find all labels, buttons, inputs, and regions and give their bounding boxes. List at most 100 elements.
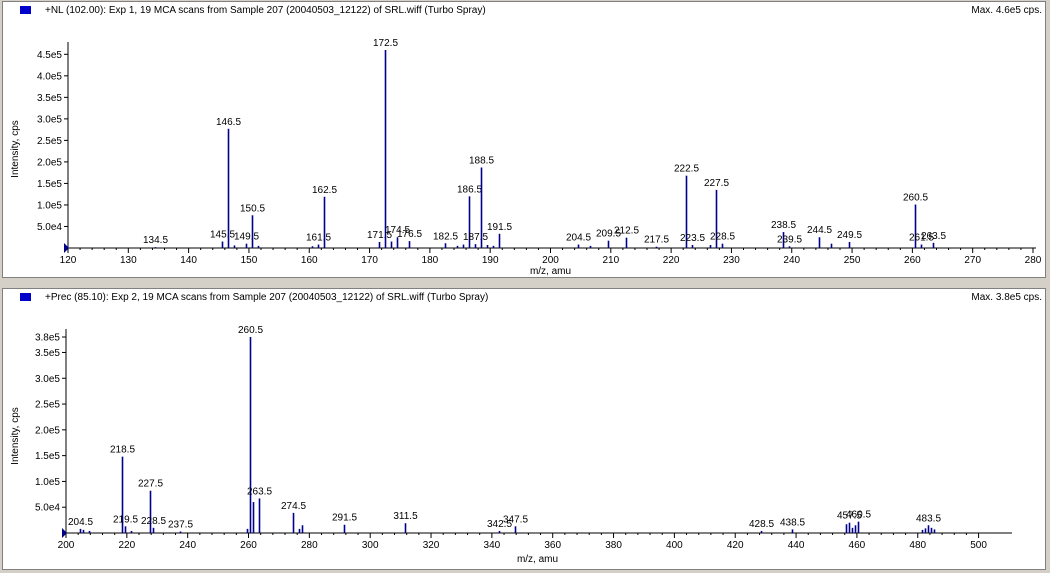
peak-label: 134.5 [143,235,168,246]
peak-label: 172.5 [373,38,398,49]
y-tick-label: 1.0e5 [35,477,60,488]
peak-label: 460.5 [846,510,871,521]
x-tick-label: 200 [542,255,559,266]
panel-header: +NL (102.00): Exp 1, 19 MCA scans from S… [3,2,1045,20]
peak-label: 263.5 [921,231,946,242]
peak-label: 149.5 [234,232,259,243]
x-tick-label: 300 [362,540,379,551]
peak-label: 150.5 [240,203,265,214]
spectrum-chart-2[interactable]: 5.0e4 1.0e5 1.5e5 2.0e5 2.5e5 3.0e5 3.5e5 3.8e5… [3,289,1046,570]
y-tick-label: 2.0e5 [37,157,62,168]
peak-label: 261.5 [909,233,934,244]
x-tick-label: 250 [844,255,861,266]
x-axis-label: m/z, amu [530,266,571,277]
baseline-marker-icon [62,528,67,538]
peak-label: 209.5 [596,229,621,240]
peak-label: 239.5 [777,234,802,245]
peak-label: 219.5 [113,514,138,525]
peak-label: 227.5 [138,479,163,490]
peak-label: 228.5 [141,516,166,527]
x-tick-label: 220 [663,255,680,266]
y-tick-label: 3.5e5 [37,93,62,104]
y-tick-label: 3.8e5 [35,333,60,344]
peak-label: 237.5 [168,519,193,530]
peak-label: 228.5 [710,232,735,243]
x-tick-label: 180 [422,255,439,266]
peak-label: 244.5 [807,225,832,236]
x-tick-label: 190 [482,255,499,266]
x-tick-label: 150 [241,255,258,266]
max-intensity-label: Max. 3.8e5 cps. [971,292,1042,303]
x-tick-label: 280 [301,540,318,551]
x-tick-label: 340 [484,540,501,551]
y-tick-label: 1.5e5 [35,451,60,462]
peak-label: 146.5 [216,117,241,128]
x-tick-label: 420 [727,540,744,551]
peak-label: 274.5 [281,501,306,512]
peak-label: 191.5 [487,222,512,233]
y-axis-label: Intensity, cps [10,407,21,465]
peak-label: 260.5 [903,193,928,204]
x-tick-label: 220 [118,540,135,551]
peak-label: 176.5 [397,229,422,240]
spectrum-chart-1[interactable]: 5.0e4 1.0e5 1.5e5 2.0e5 2.5e5 3.0e5 3.5e5 4.0e5… [3,2,1046,278]
peak-label: 438.5 [780,517,805,528]
panel-title: +Prec (85.10): Exp 2, 19 MCA scans from … [45,292,489,303]
peak-label: 222.5 [674,164,699,175]
x-tick-label: 160 [301,255,318,266]
x-tick-label: 500 [970,540,987,551]
y-axis-label: Intensity, cps [10,120,21,178]
x-tick-label: 480 [909,540,926,551]
x-tick-label: 240 [179,540,196,551]
x-tick-label: 380 [605,540,622,551]
panel-header: +Prec (85.10): Exp 2, 19 MCA scans from … [3,289,1045,307]
x-tick-label: 120 [60,255,77,266]
x-tick-label: 170 [361,255,378,266]
x-tick-label: 260 [240,540,257,551]
y-tick-label: 5.0e4 [35,503,60,514]
peak-label: 249.5 [837,230,862,241]
peak-label: 227.5 [704,178,729,189]
x-tick-label: 460 [849,540,866,551]
x-tick-label: 230 [723,255,740,266]
peak-label: 263.5 [247,486,272,497]
baseline-marker-icon [64,243,69,253]
x-tick-label: 440 [788,540,805,551]
peak-label: 217.5 [644,235,669,246]
peak-label: 171.5 [367,230,392,241]
spectrum-panel-1: +NL (102.00): Exp 1, 19 MCA scans from S… [2,1,1046,278]
peak-label: 428.5 [749,519,774,530]
peak-label: 162.5 [312,185,337,196]
x-tick-label: 260 [904,255,921,266]
y-tick-label: 1.0e5 [37,200,62,211]
y-tick-label: 3.0e5 [37,114,62,125]
peak-label: 187.5 [463,232,488,243]
peak-label: 204.5 [68,517,93,528]
peak-label: 145.5 [210,230,235,241]
peak-label: 212.5 [614,226,639,237]
peak-label: 457.5 [837,511,862,522]
experiment-color-marker [20,293,31,301]
x-tick-label: 360 [544,540,561,551]
x-tick-label: 240 [783,255,800,266]
peak-label: 347.5 [503,514,528,525]
y-tick-label: 4.5e5 [37,50,62,61]
x-tick-label: 130 [120,255,137,266]
x-tick-label: 280 [1025,255,1042,266]
peak-label: 218.5 [110,445,135,456]
peak-label: 483.5 [916,513,941,524]
peak-label: 291.5 [332,513,357,524]
x-tick-label: 210 [602,255,619,266]
x-tick-label: 400 [666,540,683,551]
y-tick-label: 3.0e5 [35,374,60,385]
y-tick-label: 2.0e5 [35,425,60,436]
x-tick-label: 200 [58,540,75,551]
peak-label: 260.5 [238,325,263,336]
peak-label: 186.5 [457,184,482,195]
y-tick-label: 2.5e5 [35,400,60,411]
peak-label: 342.5 [487,519,512,530]
peak-label: 188.5 [469,156,494,167]
peak-label: 161.5 [306,233,331,244]
x-axis-label: m/z, amu [517,554,558,565]
experiment-color-marker [20,6,31,14]
